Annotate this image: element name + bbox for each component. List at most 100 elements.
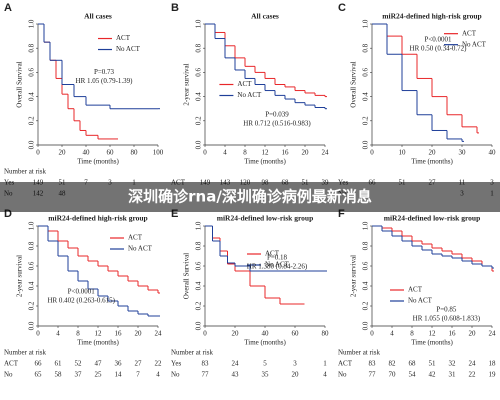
y-tick-label: 0.0: [28, 321, 36, 330]
x-tick-label: 8: [410, 330, 414, 338]
risk-value: 42: [429, 371, 437, 379]
legend-label: No ACT: [265, 261, 290, 269]
y-tick-label: 0.4: [28, 92, 36, 101]
x-tick-label: 30: [459, 149, 467, 157]
x-axis-label: Time (months): [77, 339, 119, 347]
risk-value: 47: [95, 360, 103, 368]
y-tick-label: 0.2: [362, 301, 370, 310]
x-tick-label: 12: [95, 330, 103, 338]
x-tick-label: 20: [59, 149, 67, 157]
y-tick-label: 0.8: [195, 241, 203, 250]
x-tick-label: 80: [322, 330, 330, 338]
y-tick-label: 0.2: [195, 301, 203, 310]
y-tick-label: 0.6: [195, 68, 203, 77]
chart-title: miR24-defined high-risk group: [382, 12, 481, 21]
stat-annotation: P=0.039: [265, 110, 289, 118]
risk-row-name: ACT: [4, 360, 19, 368]
y-tick-label: 0.0: [28, 140, 36, 149]
risk-value: 22: [155, 360, 163, 368]
x-tick-label: 0: [370, 149, 374, 157]
chart-title: All cases: [84, 12, 112, 21]
x-tick-label: 8: [243, 149, 247, 157]
x-tick-label: 0: [36, 330, 40, 338]
legend-label: ACT: [116, 34, 131, 42]
x-axis-label: Time (months): [411, 339, 453, 347]
risk-value: 58: [55, 371, 63, 379]
y-tick-label: 0.2: [362, 116, 370, 125]
y-tick-label: 0.8: [362, 43, 370, 52]
y-tick-label: 0.4: [195, 281, 203, 290]
y-tick-label: 1.0: [362, 221, 370, 230]
y-tick-label: 0.6: [195, 261, 203, 270]
x-tick-label: 16: [449, 330, 457, 338]
chart-title: miR24-defined high-risk group: [48, 214, 147, 223]
risk-title: Number at risk: [171, 349, 213, 357]
y-axis-label: 2-year survival: [16, 255, 24, 297]
y-tick-label: 0.4: [28, 281, 36, 290]
panel-letter: E: [171, 208, 178, 220]
risk-row-name: No: [4, 371, 13, 379]
stat-annotation: P<0.0001: [424, 35, 452, 43]
y-tick-label: 0.8: [362, 241, 370, 250]
risk-value: 82: [389, 360, 397, 368]
x-tick-label: 0: [36, 149, 40, 157]
risk-value: 24: [469, 360, 477, 368]
risk-value: 32: [449, 360, 457, 368]
x-tick-label: 20: [469, 330, 477, 338]
panel-letter: C: [338, 2, 346, 14]
legend-label: No ACT: [237, 91, 262, 99]
risk-value: 37: [75, 371, 83, 379]
x-tick-label: 0: [370, 330, 374, 338]
banner-bg: [0, 182, 500, 212]
stat-annotation: P=0.73: [94, 68, 115, 76]
risk-value: 61: [55, 360, 63, 368]
risk-row-name: No: [171, 371, 180, 379]
stat-annotation: P=0.18: [267, 254, 288, 262]
x-tick-label: 20: [232, 330, 240, 338]
risk-value: 70: [389, 371, 397, 379]
x-tick-label: 4: [390, 330, 394, 338]
x-tick-label: 8: [76, 330, 80, 338]
x-tick-label: 4: [223, 149, 227, 157]
x-tick-label: 16: [115, 330, 123, 338]
legend-label: No ACT: [462, 40, 487, 48]
legend-label: ACT: [237, 80, 252, 88]
y-tick-label: 0.2: [28, 116, 36, 125]
risk-value: 3: [293, 360, 297, 368]
banner: 深圳确诊rna/深圳确诊病例最新消息: [128, 188, 372, 206]
risk-value: 24: [232, 360, 240, 368]
stat-annotation: HR 0.402 (0.263-0.615): [47, 297, 115, 305]
y-tick-label: 0.2: [195, 116, 203, 125]
panel-letter: F: [338, 208, 345, 220]
y-tick-label: 1.0: [28, 221, 36, 230]
y-tick-label: 1.0: [28, 19, 36, 28]
y-tick-label: 0.6: [362, 261, 370, 270]
chart-title: All cases: [251, 12, 279, 21]
x-tick-label: 12: [429, 330, 437, 338]
stat-annotation: P=0.85: [436, 306, 457, 314]
legend-label: ACT: [265, 250, 280, 258]
risk-value: 1: [323, 360, 327, 368]
x-tick-label: 24: [155, 330, 163, 338]
panel-letter: D: [4, 208, 12, 220]
y-axis-label: 2-year survival: [183, 63, 191, 105]
y-tick-label: 0.6: [28, 68, 36, 77]
legend-label: No ACT: [128, 245, 153, 253]
x-tick-label: 20: [302, 149, 310, 157]
x-tick-label: 80: [131, 149, 139, 157]
y-tick-label: 0.0: [362, 321, 370, 330]
x-tick-label: 20: [135, 330, 143, 338]
x-tick-label: 12: [262, 149, 270, 157]
legend-label: ACT: [408, 286, 423, 294]
x-tick-label: 40: [489, 149, 497, 157]
x-axis-label: Time (months): [244, 339, 286, 347]
stat-annotation: HR 1.05 (0.79-1.39): [76, 77, 134, 85]
y-tick-label: 0.4: [362, 281, 370, 290]
risk-value: 35: [262, 371, 270, 379]
risk-value: 4: [156, 371, 160, 379]
risk-value: 43: [232, 371, 240, 379]
y-tick-label: 0.0: [362, 140, 370, 149]
legend-label: No ACT: [408, 297, 433, 305]
risk-row-name: Yes: [171, 360, 181, 368]
x-tick-label: 10: [399, 149, 407, 157]
